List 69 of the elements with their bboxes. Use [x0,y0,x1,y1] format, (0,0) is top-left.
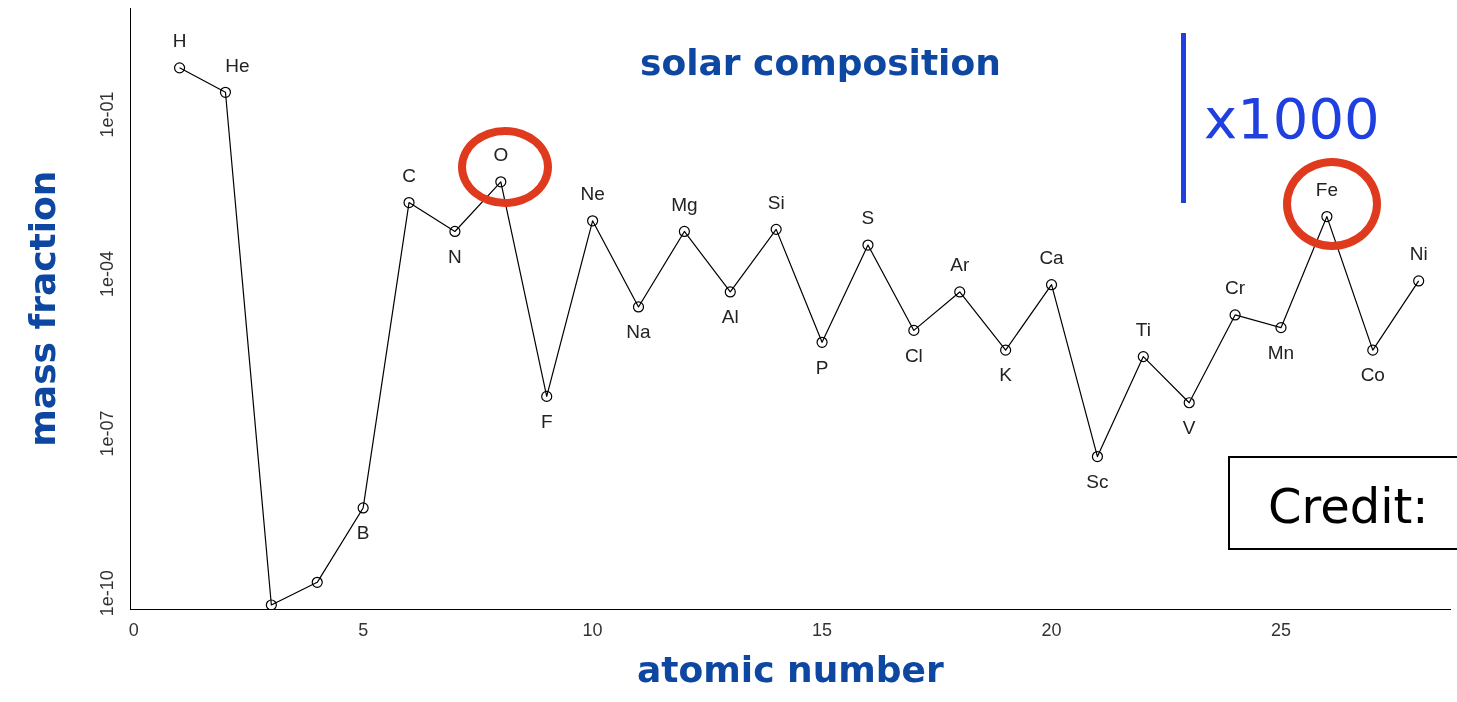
annotation: Ar [950,254,970,276]
point [1275,322,1287,334]
annotation: V [1182,416,1196,438]
point [173,62,186,74]
annotation: Si [767,191,785,213]
annotation: Fe [1315,178,1338,200]
annotation: Na [626,321,652,343]
point [1183,397,1195,409]
point [678,225,690,238]
point [908,324,920,337]
point [357,502,369,514]
annotation: O [493,144,509,166]
annotation: Ca [1039,246,1065,268]
point [219,86,232,98]
annotation: Cr [1225,277,1246,299]
point [1229,309,1241,321]
point [403,196,415,209]
y-tick-label: 1e-10 [96,570,117,617]
annotation: Mg [671,193,698,215]
point [311,576,323,588]
annotation: Ti [1135,318,1151,340]
point [587,215,599,227]
point [1045,279,1058,291]
annotation: Mn [1267,341,1295,363]
point [541,390,553,403]
annotation: C [402,164,416,186]
x-tick-label: 25 [1270,619,1292,640]
annotation: S [861,207,875,229]
annotation: P [815,356,829,378]
point [724,286,736,298]
point [632,301,645,313]
annotation: Co [1360,364,1385,386]
x-tick-label: 20 [1041,619,1062,640]
y-axis-title: mass fraction [21,170,63,447]
point [1000,344,1012,356]
annotation: Ni [1409,243,1428,265]
annotation: K [999,364,1013,386]
x-tick-label: 10 [582,619,603,640]
annotation: H [172,30,187,52]
annotation: Cl [904,344,923,366]
x-tick-label: 15 [812,619,833,640]
point [862,239,874,251]
annotation: F [540,410,553,432]
annotation: He [225,54,250,76]
y-tick-label: 1e-04 [96,250,117,298]
point [1091,450,1104,463]
annotation: Credit: [1228,456,1457,550]
point [495,176,507,188]
point [265,599,277,610]
annotation: N [448,245,462,267]
point [449,225,461,238]
point [1367,344,1379,356]
point [770,223,782,235]
y-tick-label: 1e-01 [96,91,117,138]
x-axis-title: atomic number [637,648,944,690]
annotation: B [356,522,370,544]
text: solar composition [639,42,1001,84]
annotation: Al [721,306,739,328]
x-tick-label: 0 [128,619,139,640]
annotation: x1000 [1204,86,1380,151]
annotation: Ne [580,183,605,205]
annotation: Sc [1086,470,1109,492]
x-tick-label: 5 [358,619,369,640]
point [954,286,966,298]
point [1321,210,1333,223]
y-tick-label: 1e-07 [96,410,117,457]
point [816,336,828,348]
point [1413,275,1425,287]
point [1137,351,1149,363]
